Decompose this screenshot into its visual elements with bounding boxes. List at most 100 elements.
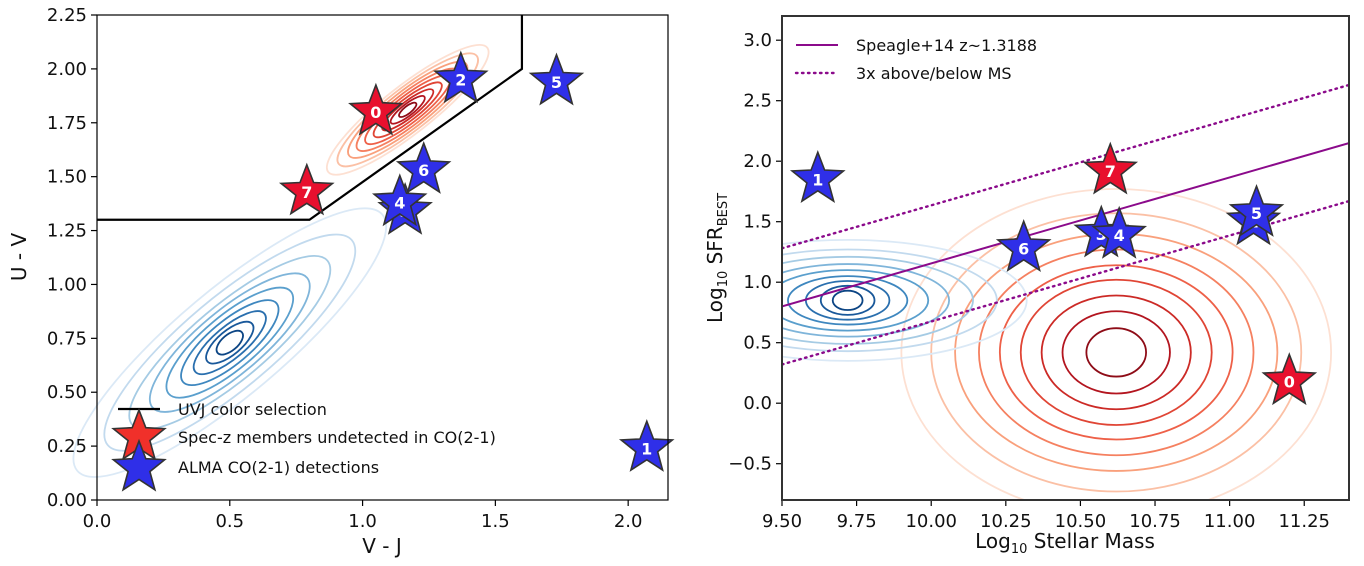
y-tick-label: 1.00 [47,274,87,295]
detection-star-6: 6 [395,140,452,194]
x-tick-label: 10.25 [980,511,1032,532]
blue-contour-level [215,329,244,356]
blue-contour-level [148,272,311,413]
uvj-legend: UVJ color selection Spec-z members undet… [111,400,496,492]
detection-star-4: 4 [371,173,428,227]
member-star-7: 7 [1082,141,1139,195]
blue-contour-level [831,289,864,311]
star-icon [789,150,846,204]
y-tick-label: 1.25 [47,221,87,242]
y-tick-label: 0.00 [47,490,87,511]
uvj-diagram-panel: 0.0 0.5 1.0 1.5 2.0 0.00 0.25 0.50 0.75 1.00 1.25… [7,5,675,558]
detection-star-5: 5 [528,52,585,106]
blue-contour-level [782,248,998,353]
member-star-7: 7 [278,162,335,216]
red-contour-level [389,95,426,125]
red-contour-level [1019,278,1213,426]
y-tick-label: 0.75 [47,328,87,349]
star-icon [995,219,1052,273]
blue-contour-level [103,233,357,452]
detection-star-2: 2 [433,50,489,104]
sfr-y-axis-label: Log10 SFRBEST [703,193,731,323]
star-label: 0 [370,103,381,122]
main-sequence-upper-line [782,83,1349,250]
detection-star-5: 5 [1228,183,1285,237]
y-tick-label: 1.5 [743,212,772,233]
y-tick-label: 0.50 [47,382,87,403]
star-label: 4 [394,194,405,213]
member-star-0: 0 [348,82,404,136]
y-tick-label: 2.5 [743,91,772,112]
star-icon [1082,141,1139,195]
uvj-plot-frame [96,14,669,501]
y-tick-label: 3.0 [743,30,772,51]
sfr-legend: Speagle+14 z~1.3188 3x above/below MS [794,36,1037,83]
uvj-y-axis-label: U - V [7,233,31,282]
star-icon [433,50,489,104]
sfr-y-ticks: −0.5 0.0 0.5 1.0 1.5 2.0 2.5 3.0 [728,30,782,475]
blue-contour-level [782,238,1028,362]
red-contour-level [398,101,418,118]
star-icon [395,140,452,194]
blue-contour-level [180,299,280,387]
red-contour-level [1061,310,1171,395]
blue-contour-level [205,320,255,365]
star-label: 0 [1284,372,1295,391]
detection-star-4: 4 [1091,205,1148,259]
x-tick-label: 1.5 [481,511,510,532]
uvj-x-ticks: 0.0 0.5 1.0 1.5 2.0 [83,500,643,532]
x-tick-label: 2.0 [614,511,643,532]
star-label: 6 [418,161,429,180]
star-label: 7 [1105,162,1116,181]
red-contour-level [1040,294,1192,411]
star-icon [1228,183,1285,237]
star-icon [1091,205,1148,259]
red-contour-level [930,212,1303,493]
blue-contour-level [819,284,876,316]
sfr-x-ticks: 9.50 9.75 10.00 10.25 10.50 10.75 11.00 11.25 [762,500,1330,532]
sfr-star-markers: 07123456 [789,141,1318,406]
x-tick-label: 11.25 [1278,511,1330,532]
red-contour-level [900,188,1332,500]
x-tick-label: 10.75 [1129,511,1181,532]
star-label: 3 [1096,225,1107,244]
star-label: 7 [301,183,312,202]
x-tick-label: 9.50 [762,511,802,532]
y-tick-label: 1.75 [47,113,87,134]
main-sequence-line [782,142,1349,308]
y-tick-label: 2.00 [47,59,87,80]
y-tick-label: 0.5 [743,333,772,354]
star-label: 1 [812,170,823,189]
uvj-selection-box [97,15,524,221]
sfr-plot-frame [781,15,1350,501]
member-star-0: 0 [1261,352,1318,406]
red-contour-level [954,232,1279,472]
red-contour-level [1085,327,1147,378]
uvj-y-ticks: 0.00 0.25 0.50 0.75 1.00 1.25 1.50 1.75 2.00 2.25 [47,5,97,511]
y-tick-label: 0.25 [47,436,87,457]
star-icon [371,173,428,227]
star-icon [111,438,167,492]
star-label: 4 [1114,226,1125,245]
blue-contour-level [787,275,909,326]
blue-contour-level [72,207,388,478]
blue-contour-level [192,310,267,376]
red-contour-level [325,44,490,176]
legend-star-blue [111,438,167,492]
blue-contour-level [165,286,295,399]
y-tick-label: 2.25 [47,5,87,26]
x-tick-label: 10.00 [905,511,957,532]
x-tick-label: 1.0 [348,511,377,532]
blue-contour-level [782,269,930,332]
x-tick-label: 11.00 [1204,511,1256,532]
legend-label-3x: 3x above/below MS [856,64,1012,83]
star-label: 5 [1251,204,1262,223]
y-tick-label: 0.0 [743,393,772,414]
blue-contour-level [782,263,950,338]
y-tick-label: 1.50 [47,167,87,188]
red-contour-level [347,60,469,159]
legend-label-detections: ALMA CO(2-1) detections [178,458,379,477]
y-tick-label: −0.5 [728,454,772,475]
detection-star-1: 1 [618,419,675,472]
x-tick-label: 0.5 [215,511,244,532]
